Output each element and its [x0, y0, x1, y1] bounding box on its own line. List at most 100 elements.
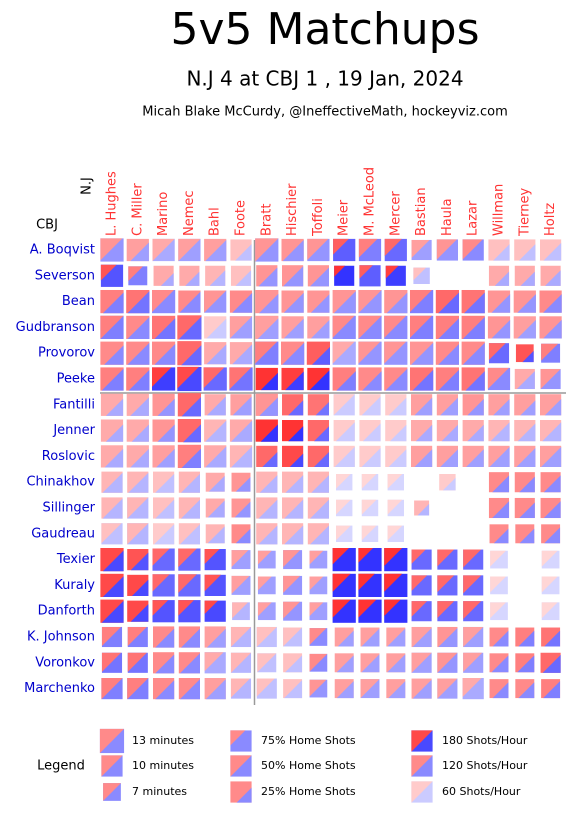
cell-share	[179, 291, 201, 313]
cell-share	[181, 473, 200, 493]
cell-share	[335, 473, 351, 489]
away-team-label: N.J	[80, 177, 95, 195]
cell-share	[181, 499, 200, 519]
legend-label: 50% Home Shots	[261, 759, 356, 772]
cell-share	[131, 424, 149, 442]
cell-share	[232, 292, 253, 313]
cell-share	[412, 369, 434, 391]
cell-share	[258, 293, 279, 314]
cell-share	[487, 367, 509, 389]
cell-share	[411, 730, 433, 752]
cell-share	[517, 423, 536, 442]
cell-share	[156, 448, 175, 468]
cell-share	[412, 679, 432, 699]
cell-share	[151, 289, 175, 313]
cell-share	[438, 318, 460, 340]
cell-share	[333, 394, 355, 416]
cell-share	[151, 367, 172, 387]
cell-share	[154, 344, 176, 365]
cell-share	[152, 574, 170, 592]
cell-share	[387, 628, 406, 647]
cell-share	[204, 652, 224, 672]
cell-share	[206, 318, 227, 339]
cell-share	[385, 265, 399, 279]
cell-share	[155, 628, 175, 648]
cell-share	[231, 575, 250, 594]
cell-share	[127, 497, 149, 519]
cell-share	[310, 525, 329, 545]
cell-share	[438, 292, 460, 314]
cell-share	[337, 630, 354, 647]
cell-share	[235, 476, 251, 492]
cell-share	[543, 294, 562, 313]
cell-share	[100, 315, 124, 340]
cell-share	[388, 449, 407, 467]
cell-share	[289, 453, 304, 467]
cell-share	[235, 270, 252, 286]
cell-share	[411, 342, 434, 365]
cell-share	[155, 680, 175, 700]
cell-share	[232, 602, 248, 619]
cell-share	[255, 238, 279, 262]
cell-share	[104, 448, 124, 468]
cell-share	[361, 448, 381, 467]
cell-share	[490, 576, 506, 593]
cell-share	[518, 682, 535, 699]
cell-share	[440, 449, 458, 467]
cell-share	[541, 550, 558, 567]
cell-share	[282, 240, 304, 262]
cell-share	[258, 267, 278, 287]
cell-share	[463, 601, 482, 620]
cell-share	[178, 574, 197, 593]
cell-share	[336, 681, 354, 699]
cell-share	[413, 267, 427, 281]
chart-title: 5v5 Matchups	[170, 4, 479, 55]
cell-share	[309, 628, 327, 645]
legend-label: 10 minutes	[132, 759, 194, 772]
cell-share	[335, 499, 351, 515]
cell-share	[541, 343, 559, 361]
cell-share	[493, 398, 510, 416]
row-label: Voronkov	[35, 655, 95, 670]
cell-share	[284, 525, 304, 545]
cell-share	[209, 270, 226, 286]
cell-share	[234, 501, 251, 518]
cell-share	[207, 500, 225, 518]
cell-share	[127, 291, 150, 314]
cell-share	[127, 626, 147, 647]
cell-share	[437, 549, 455, 567]
cell-share	[283, 266, 304, 287]
cell-share	[105, 398, 124, 416]
legend-label: 25% Home Shots	[261, 785, 356, 798]
cell-share	[411, 652, 432, 673]
cell-share	[101, 523, 122, 544]
cell-share	[102, 550, 124, 572]
cell-share	[358, 315, 382, 340]
cell-share	[464, 292, 485, 314]
cell-share	[544, 398, 562, 416]
cell-share	[462, 239, 483, 260]
cell-share	[236, 787, 252, 803]
cell-share	[154, 318, 176, 340]
cell-share	[333, 291, 356, 314]
cell-share	[462, 316, 485, 340]
cell-share	[260, 424, 278, 442]
cell-share	[336, 655, 354, 673]
cell-share	[359, 265, 373, 279]
cell-share	[463, 626, 484, 648]
cell-share	[414, 397, 433, 416]
row-label: Chinakhov	[26, 475, 95, 490]
cell-share	[152, 548, 170, 566]
column-label: Mercer	[388, 191, 403, 236]
cell-share	[462, 678, 482, 697]
cell-share	[203, 367, 225, 389]
cell-share	[361, 628, 380, 647]
cell-share	[437, 678, 458, 699]
cell-share	[310, 499, 329, 519]
cell-share	[232, 396, 252, 416]
cell-share	[283, 627, 303, 647]
cell-share	[205, 446, 227, 468]
cell-share	[127, 523, 149, 545]
cell-share	[436, 239, 457, 260]
cell-share	[543, 242, 562, 261]
